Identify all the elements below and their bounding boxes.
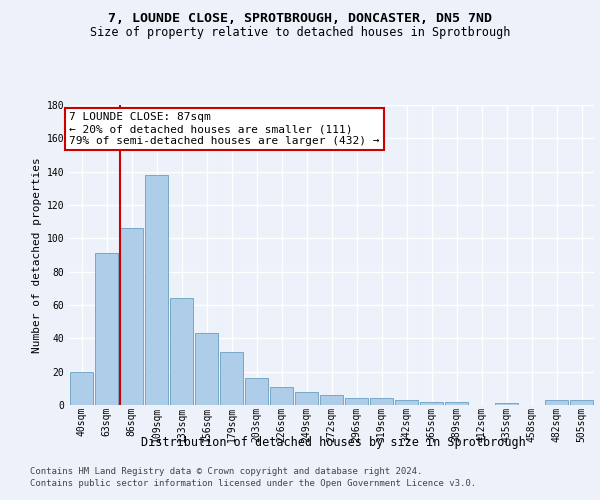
Bar	[70, 372, 93, 405]
Bar	[295, 392, 318, 405]
Bar	[495, 404, 518, 405]
Bar	[370, 398, 393, 405]
Text: 7, LOUNDE CLOSE, SPROTBROUGH, DONCASTER, DN5 7ND: 7, LOUNDE CLOSE, SPROTBROUGH, DONCASTER,…	[108, 12, 492, 26]
Bar	[120, 228, 143, 405]
Bar	[395, 400, 418, 405]
Bar	[320, 395, 343, 405]
Bar	[545, 400, 568, 405]
Text: Distribution of detached houses by size in Sprotbrough: Distribution of detached houses by size …	[140, 436, 526, 449]
Bar	[195, 334, 218, 405]
Bar	[145, 175, 168, 405]
Bar	[270, 386, 293, 405]
Y-axis label: Number of detached properties: Number of detached properties	[32, 157, 43, 353]
Bar	[220, 352, 243, 405]
Bar	[570, 400, 593, 405]
Bar	[245, 378, 268, 405]
Text: Contains HM Land Registry data © Crown copyright and database right 2024.: Contains HM Land Registry data © Crown c…	[30, 467, 422, 476]
Bar	[445, 402, 468, 405]
Text: 7 LOUNDE CLOSE: 87sqm
← 20% of detached houses are smaller (111)
79% of semi-det: 7 LOUNDE CLOSE: 87sqm ← 20% of detached …	[69, 112, 380, 146]
Bar	[170, 298, 193, 405]
Text: Size of property relative to detached houses in Sprotbrough: Size of property relative to detached ho…	[90, 26, 510, 39]
Text: Contains public sector information licensed under the Open Government Licence v3: Contains public sector information licen…	[30, 478, 476, 488]
Bar	[420, 402, 443, 405]
Bar	[345, 398, 368, 405]
Bar	[95, 254, 118, 405]
